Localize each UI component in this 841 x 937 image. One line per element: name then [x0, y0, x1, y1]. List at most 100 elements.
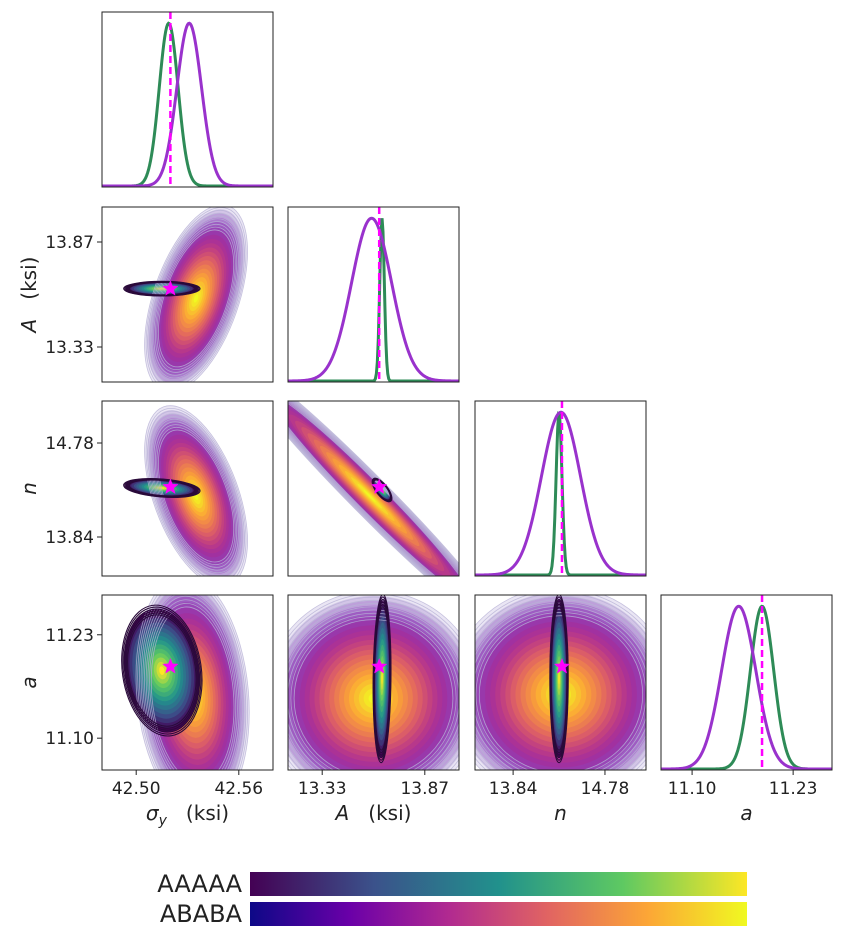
marginal-curve-ABABA [475, 410, 646, 576]
y-tick-label: 11.10 [45, 729, 94, 749]
panel-frame [287, 206, 460, 383]
x-tick-label: 13.87 [400, 779, 449, 799]
contour-line-ABABA [290, 616, 457, 770]
contour-fill-ABABA [193, 294, 199, 303]
contour-line-ABABA [478, 615, 644, 770]
true-value-star [370, 657, 388, 674]
panel-frame [101, 594, 274, 771]
contour-line-ABABA [293, 619, 454, 770]
panel-frame [287, 400, 460, 577]
contour-line-ABABA [147, 209, 245, 382]
x-tick-label: 14.78 [581, 779, 630, 799]
marginal-curve-ABABA [102, 21, 273, 187]
true-value-star [162, 279, 179, 296]
joint-sy-A-lines [123, 207, 248, 382]
x-axis-label-a: a [740, 801, 752, 825]
y-tick-label: 13.33 [45, 338, 94, 358]
x-axis-label-n: n [554, 801, 567, 825]
true-value-star [553, 657, 571, 674]
panel-frame [660, 594, 833, 771]
panel-frame [101, 400, 274, 577]
x-axis-label-sy: σy (ksi) [146, 801, 229, 829]
x-tick-label: 11.23 [769, 779, 818, 799]
joint-A-n-lines [288, 401, 459, 576]
contour-line-ABABA [147, 410, 245, 576]
contour-line-ABABA [149, 602, 237, 770]
contour-line-AAAAA [549, 595, 569, 764]
marginal-curve-AAAAA [475, 411, 646, 576]
joint-sy-n-fills [126, 406, 248, 576]
contour-line-AAAAA [371, 477, 393, 503]
contour-line-ABABA [148, 212, 244, 382]
contour-line-ABABA [145, 207, 247, 382]
contour-line-ABABA [144, 405, 248, 576]
contour-fill-AAAAA [381, 672, 383, 685]
marginal-A [288, 207, 459, 382]
y-axis-label-a: a [17, 676, 41, 688]
contour-line-AAAAA [123, 478, 201, 498]
contour-line-ABABA [145, 595, 240, 770]
legend-label-AAAAA: AAAAA [157, 870, 242, 898]
contour-line-ABABA [150, 215, 242, 382]
contour-line-ABABA [156, 426, 236, 566]
legend-colorbar-ABABA [250, 902, 747, 926]
y-tick-label: 11.23 [45, 626, 94, 646]
contour-line-ABABA [135, 595, 250, 770]
contour-line-ABABA [144, 207, 248, 382]
contour-line-AAAAA [121, 604, 203, 737]
x-tick-label: 13.33 [298, 779, 347, 799]
x-tick-label: 42.56 [214, 779, 263, 799]
contour-line-ABABA [288, 599, 459, 770]
joint-n-a-fills [475, 595, 646, 770]
joint-n-a-lines [475, 595, 646, 770]
contour-line-AAAAA [123, 280, 201, 297]
panel-frame [101, 206, 274, 383]
marginal-sy [102, 12, 273, 187]
true-value-star [162, 478, 179, 495]
contour-line-AAAAA [122, 606, 202, 735]
contour-line-AAAAA [124, 610, 199, 731]
y-axis-label-n: n [17, 482, 41, 495]
contour-line-ABABA [154, 424, 238, 568]
contour-line-ABABA [288, 606, 459, 770]
contour-line-ABABA [142, 595, 243, 770]
contour-line-AAAAA [123, 608, 201, 733]
contour-fill-ABABA [363, 489, 376, 503]
contour-line-ABABA [475, 602, 646, 770]
contour-line-ABABA [475, 612, 646, 770]
contour-line-ABABA [150, 606, 235, 770]
contour-fill-AAAAA [558, 672, 560, 685]
x-axis-label-A: A (ksi) [334, 801, 412, 825]
contour-line-ABABA [158, 429, 235, 563]
contour-line-AAAAA [127, 614, 197, 727]
contour-line-AAAAA [372, 595, 392, 764]
y-tick-label: 13.84 [45, 528, 94, 548]
contour-line-ABABA [140, 595, 245, 770]
panel-frame [474, 400, 647, 577]
marginal-a [661, 595, 832, 770]
marginal-curve-AAAAA [102, 21, 273, 187]
contour-line-ABABA [151, 418, 241, 574]
contour-line-ABABA [148, 413, 244, 576]
contour-line-ABABA [147, 599, 238, 770]
contour-line-ABABA [288, 401, 459, 576]
joint-A-a-lines [288, 595, 459, 770]
contour-line-ABABA [288, 612, 459, 770]
y-tick-label: 14.78 [45, 434, 94, 454]
contour-line-ABABA [145, 408, 247, 576]
marginal-curve-ABABA [661, 604, 832, 770]
contour-line-ABABA [151, 218, 241, 379]
legend-colorbar-AAAAA [250, 872, 747, 896]
y-tick-label: 13.87 [45, 233, 94, 253]
true-value-star [370, 478, 388, 495]
panel-frame [287, 594, 460, 771]
contour-line-ABABA [288, 596, 459, 770]
marginal-curve-AAAAA [661, 604, 832, 770]
joint-A-n-fills [288, 401, 459, 576]
contour-line-ABABA [150, 416, 242, 576]
contour-line-ABABA [288, 609, 459, 770]
contour-fill-AAAAA [159, 666, 165, 675]
legend-label-ABABA: ABABA [160, 900, 243, 928]
contour-line-ABABA [153, 221, 239, 376]
